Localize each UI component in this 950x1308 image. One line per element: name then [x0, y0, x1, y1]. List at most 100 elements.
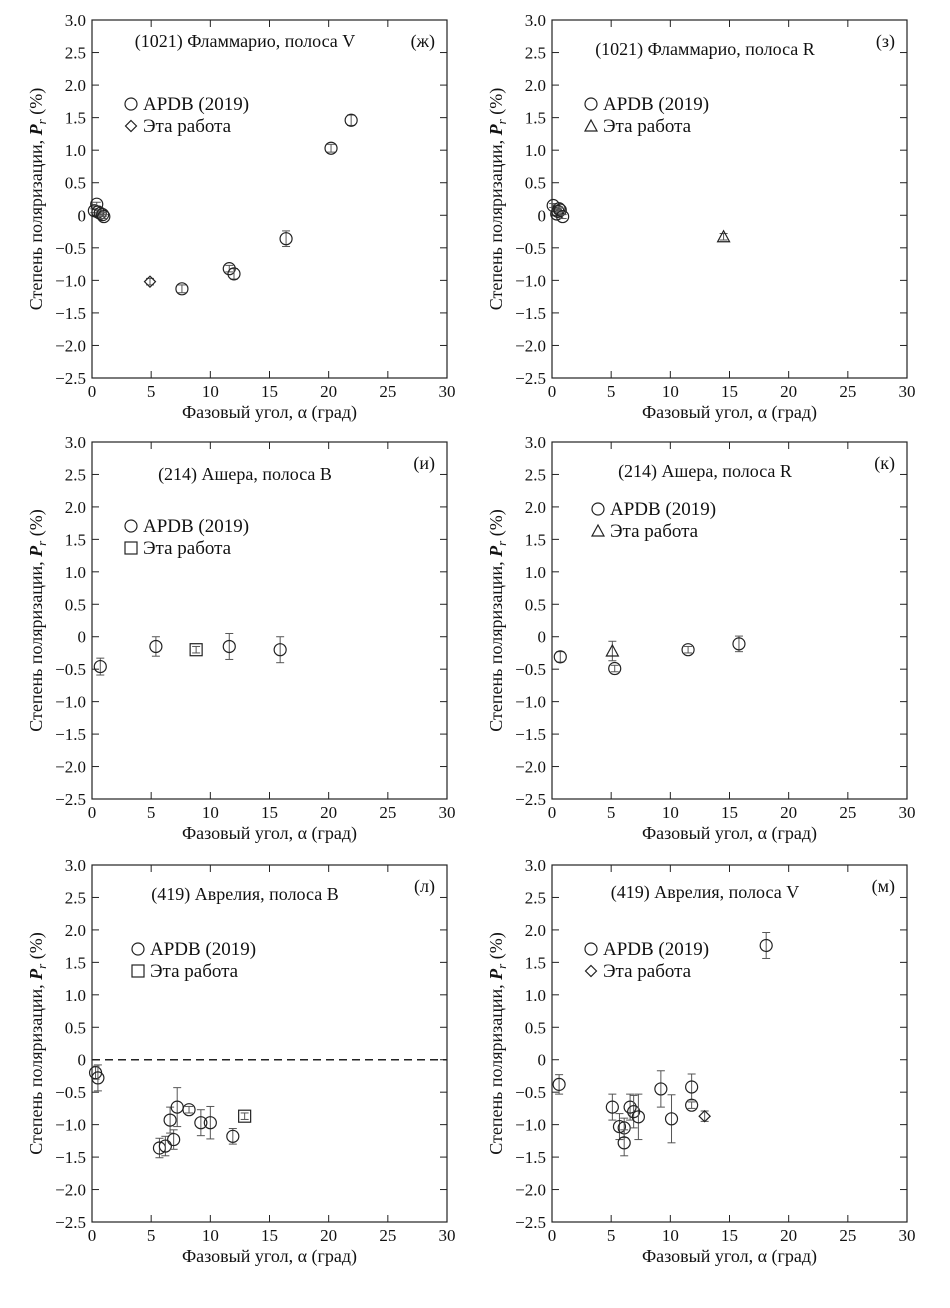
- data-point: [608, 661, 622, 676]
- panel-letter: (л): [414, 876, 435, 897]
- x-tick-label: 20: [320, 803, 337, 822]
- y-tick-label: −2.5: [515, 790, 546, 809]
- legend-marker-circle: [124, 97, 138, 111]
- x-tick-label: 5: [147, 1226, 156, 1245]
- plot-frame: [551, 864, 908, 1223]
- x-tick-label: 10: [662, 1226, 679, 1245]
- legend-marker-triangle: [583, 118, 599, 132]
- panel-title: (214) Ашера, полоса B: [158, 464, 332, 485]
- data-point: [627, 1105, 641, 1119]
- legend-label: APDB (2019): [143, 94, 249, 115]
- legend-marker-diamond: [124, 119, 138, 133]
- x-tick-label: 30: [899, 803, 916, 822]
- data-point: [97, 209, 111, 224]
- legend-marker-circle: [584, 97, 598, 111]
- data-point: [681, 643, 695, 657]
- x-tick-label: 5: [607, 803, 616, 822]
- series-0: [552, 932, 773, 1157]
- data-point: [664, 1112, 679, 1126]
- x-tick-label: 15: [721, 1226, 738, 1245]
- series-0: [93, 632, 287, 676]
- data-point: [759, 938, 773, 953]
- x-tick-label: 30: [439, 803, 456, 822]
- data-point: [552, 1077, 566, 1091]
- data-point: [716, 229, 731, 243]
- y-tick-label: 0.5: [525, 595, 546, 614]
- y-tick-label: −2.0: [515, 758, 546, 777]
- x-tick-label: 30: [439, 382, 456, 401]
- y-tick-label: −1.0: [55, 1116, 86, 1135]
- x-tick-label: 0: [88, 382, 97, 401]
- x-axis-label: Фазовый угол, α (град): [642, 1246, 817, 1267]
- legend-marker-diamond: [584, 964, 598, 978]
- x-tick-label: 10: [662, 382, 679, 401]
- y-tick-label: 2.0: [65, 498, 86, 517]
- data-point: [685, 1080, 699, 1094]
- data-point: [617, 1136, 631, 1150]
- y-axis-label: Степень поляризации, Pr (%): [26, 88, 49, 310]
- data-point: [344, 113, 358, 127]
- y-tick-label: 1.0: [65, 141, 86, 160]
- legend-marker-square: [131, 964, 145, 978]
- plot-frame: [551, 19, 908, 379]
- plot-frame: [91, 19, 448, 379]
- data-point: [654, 1082, 668, 1096]
- y-axis-label: Степень поляризации, Pr (%): [486, 509, 509, 731]
- x-tick-label: 25: [839, 382, 856, 401]
- data-point: [182, 1103, 196, 1117]
- y-tick-label: 0: [538, 628, 547, 647]
- y-tick-label: 2.0: [525, 921, 546, 940]
- y-tick-label: 3.0: [65, 11, 86, 30]
- y-tick-label: 2.5: [65, 888, 86, 907]
- data-point: [612, 1119, 627, 1134]
- data-point: [222, 639, 236, 654]
- data-point: [91, 1071, 105, 1085]
- y-tick-label: 1.5: [525, 953, 546, 972]
- x-tick-label: 20: [780, 1226, 797, 1245]
- data-point: [698, 1109, 711, 1123]
- y-tick-label: 1.0: [65, 563, 86, 582]
- y-axis-label: Степень поляризации, Pr (%): [26, 509, 49, 731]
- x-tick-label: 0: [548, 382, 557, 401]
- y-tick-label: 2.5: [525, 44, 546, 63]
- data-point: [553, 650, 567, 664]
- x-tick-label: 25: [839, 1226, 856, 1245]
- panel-letter: (ж): [411, 31, 435, 52]
- x-tick-label: 20: [780, 382, 797, 401]
- series-0: [87, 113, 358, 296]
- panel-letter: (з): [876, 31, 895, 52]
- series-1: [698, 1109, 711, 1123]
- y-tick-label: −1.5: [515, 1148, 546, 1167]
- data-point: [226, 1129, 240, 1143]
- y-tick-label: 0.5: [65, 174, 86, 193]
- legend-label: APDB (2019): [603, 939, 709, 960]
- series-0: [88, 1064, 240, 1159]
- legend-label: Эта работа: [610, 521, 699, 542]
- y-tick-label: 2.5: [525, 465, 546, 484]
- y-tick-label: −1.5: [515, 725, 546, 744]
- data-point: [194, 1116, 208, 1130]
- y-tick-label: −0.5: [515, 660, 546, 679]
- y-tick-label: 3.0: [525, 856, 546, 875]
- x-tick-label: 30: [899, 1226, 916, 1245]
- x-tick-label: 0: [548, 1226, 557, 1245]
- y-tick-label: −1.5: [55, 1148, 86, 1167]
- y-tick-label: 0: [538, 206, 547, 225]
- data-point: [167, 1132, 181, 1147]
- x-tick-label: 15: [261, 1226, 278, 1245]
- series-1: [605, 640, 620, 662]
- y-axis-label: Степень поляризации, Pr (%): [26, 932, 49, 1154]
- x-tick-label: 25: [379, 1226, 396, 1245]
- y-tick-label: 1.0: [525, 986, 546, 1005]
- data-point: [605, 1100, 619, 1114]
- legend-marker-circle: [584, 942, 598, 956]
- series-0: [553, 635, 746, 676]
- data-point: [163, 1113, 177, 1127]
- y-tick-label: −2.5: [515, 1213, 546, 1232]
- plot-frame: [551, 441, 908, 800]
- x-tick-label: 15: [721, 803, 738, 822]
- y-tick-label: −2.0: [515, 1181, 546, 1200]
- legend-marker-triangle: [590, 523, 606, 537]
- y-tick-label: 0.5: [525, 174, 546, 193]
- y-axis-label: Степень поляризации, Pr (%): [486, 932, 509, 1154]
